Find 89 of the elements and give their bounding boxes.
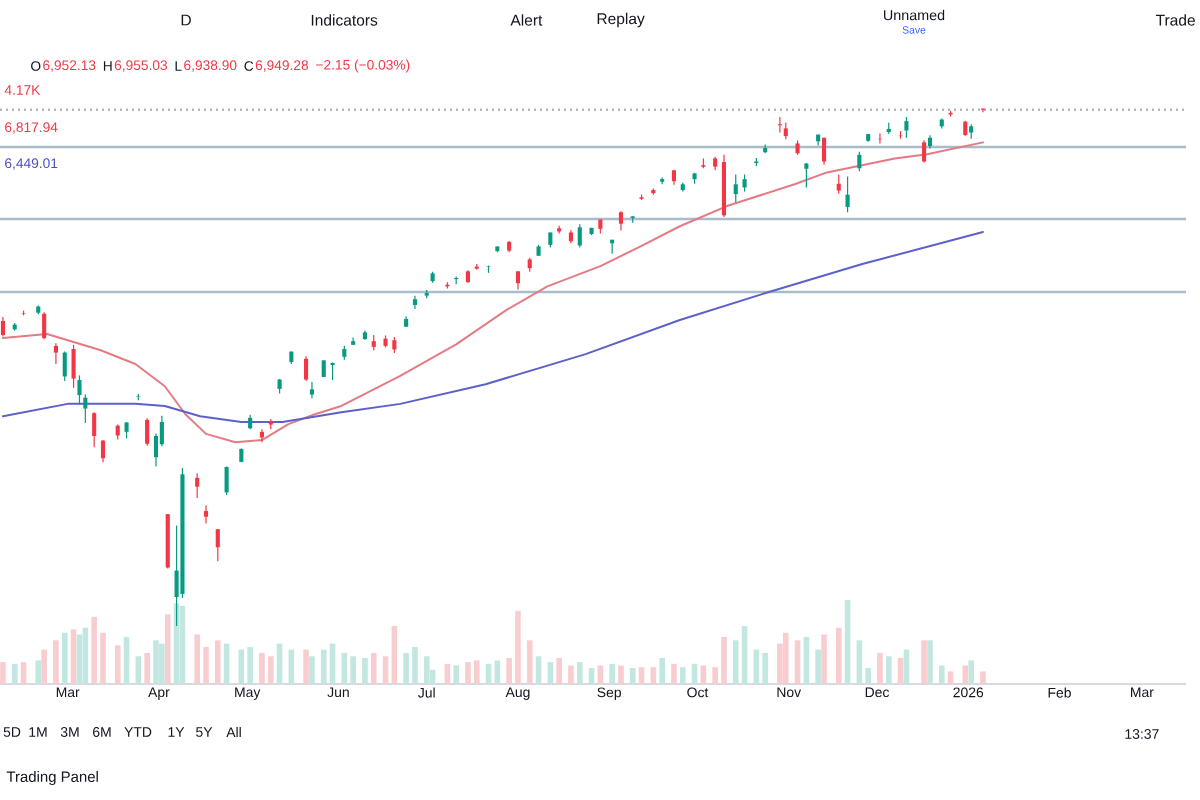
bar xyxy=(794,640,801,684)
bar xyxy=(885,656,892,684)
bar xyxy=(568,665,574,684)
candlestick xyxy=(904,116,909,139)
candlestick xyxy=(53,342,58,365)
bar xyxy=(41,649,47,684)
bar xyxy=(921,640,927,684)
bar xyxy=(679,667,686,684)
candlestick xyxy=(0,316,5,338)
bar xyxy=(835,627,842,684)
candlestick xyxy=(845,175,850,213)
bar xyxy=(547,662,554,684)
bar xyxy=(671,663,677,684)
bar xyxy=(877,652,883,684)
bar xyxy=(53,640,59,684)
bar xyxy=(556,657,562,684)
candlestick xyxy=(309,381,315,399)
candlestick xyxy=(195,472,200,499)
candlestick xyxy=(804,162,809,189)
candlestick xyxy=(515,270,521,291)
candlestick xyxy=(77,374,82,405)
candlestick xyxy=(92,411,97,448)
bar xyxy=(370,652,377,684)
bar xyxy=(968,660,974,684)
bar xyxy=(618,665,624,684)
candlestick xyxy=(857,151,862,172)
bar xyxy=(76,634,83,684)
bar xyxy=(350,656,356,684)
bar xyxy=(247,647,253,684)
bar xyxy=(320,649,327,684)
bar xyxy=(309,656,315,684)
candlestick xyxy=(145,417,150,447)
candlestick xyxy=(203,504,209,525)
bar xyxy=(782,632,789,684)
bar xyxy=(61,632,68,684)
bar xyxy=(391,626,398,684)
candlestick xyxy=(71,344,76,389)
bar xyxy=(947,671,954,684)
bar xyxy=(629,668,636,684)
bar xyxy=(494,660,501,684)
candlestick xyxy=(980,107,986,113)
candlestick xyxy=(224,465,229,496)
bar xyxy=(609,663,615,684)
bar xyxy=(980,671,986,684)
bar xyxy=(576,662,583,684)
bar xyxy=(650,667,657,684)
bar xyxy=(303,649,309,684)
bar xyxy=(535,656,542,684)
bar xyxy=(159,643,165,684)
bar xyxy=(659,657,665,684)
candlestick xyxy=(215,528,220,562)
bar xyxy=(453,665,459,684)
bar xyxy=(927,640,933,684)
candlestick xyxy=(733,173,738,204)
candlestick xyxy=(777,116,782,134)
bar xyxy=(362,657,368,684)
bar xyxy=(856,640,863,684)
bar xyxy=(70,629,77,684)
bar xyxy=(267,656,274,684)
bar xyxy=(423,656,430,684)
bar xyxy=(135,656,142,684)
candlestick xyxy=(821,137,827,166)
candlestick xyxy=(42,311,47,340)
bar xyxy=(638,667,645,684)
bar xyxy=(473,660,480,684)
bar xyxy=(20,662,27,684)
bar xyxy=(144,652,150,684)
bar xyxy=(382,656,389,684)
candlestick xyxy=(100,439,106,463)
bar xyxy=(35,660,42,684)
bar xyxy=(164,614,171,684)
candlestick xyxy=(577,223,582,249)
bar xyxy=(153,640,159,684)
bar xyxy=(214,640,221,684)
bar xyxy=(11,663,18,684)
bar xyxy=(938,665,945,684)
candlestick xyxy=(836,173,841,195)
bar xyxy=(815,649,821,684)
bar xyxy=(821,634,827,684)
bar xyxy=(0,662,6,684)
bar xyxy=(762,652,768,684)
bar xyxy=(114,645,121,684)
candlestick xyxy=(922,139,927,164)
candlestick xyxy=(62,350,67,382)
bar xyxy=(588,668,595,684)
candlestick xyxy=(304,355,309,382)
bar xyxy=(741,626,748,684)
candlestick xyxy=(618,210,624,231)
bar xyxy=(526,640,533,684)
